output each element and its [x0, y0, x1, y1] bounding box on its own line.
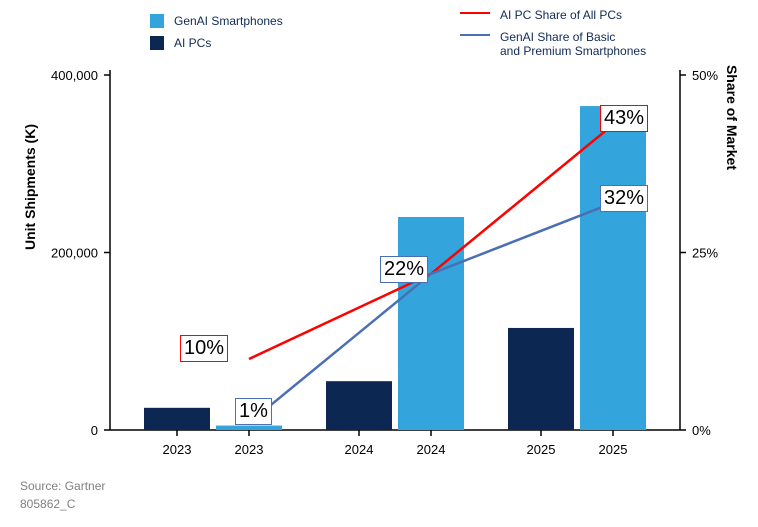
data-label: 32% [600, 185, 648, 212]
swatch-ai-pc-share [460, 12, 490, 14]
chart-stage: 0 200,000 400,000 0% 25% 50% 2023 2023 2024 2024 2… [0, 0, 758, 527]
svg-text:50%: 50% [692, 68, 718, 83]
swatch-genai-smartphones [150, 14, 164, 28]
svg-text:2023: 2023 [163, 442, 192, 457]
legend-genai-smartphones: GenAI Smartphones [150, 14, 283, 28]
svg-text:2024: 2024 [345, 442, 374, 457]
svg-text:2024: 2024 [417, 442, 446, 457]
data-label: 10% [180, 335, 228, 362]
y-axis-right-title: Share of Market [724, 65, 740, 170]
y-axis-left-title: Unit Shipments (K) [22, 124, 38, 250]
swatch-ai-pcs [150, 36, 164, 50]
chart-svg: 0 200,000 400,000 0% 25% 50% 2023 2023 2024 2024 2… [0, 0, 758, 527]
svg-text:2025: 2025 [527, 442, 556, 457]
svg-text:400,000: 400,000 [51, 68, 98, 83]
svg-text:200,000: 200,000 [51, 246, 98, 261]
legend-label: GenAI Smartphones [174, 14, 283, 28]
source-id: 805862_C [20, 497, 75, 511]
data-label: 22% [380, 256, 428, 283]
legend-label: AI PC Share of All PCs [500, 8, 622, 22]
svg-text:0: 0 [91, 423, 98, 438]
data-label: 43% [600, 105, 648, 132]
legend-label: GenAI Share of Basicand Premium Smartpho… [500, 30, 646, 59]
data-label: 1% [235, 398, 272, 425]
svg-text:2025: 2025 [599, 442, 628, 457]
source-text: Source: Gartner [20, 479, 105, 493]
swatch-genai-share [460, 34, 490, 36]
svg-text:25%: 25% [692, 246, 718, 261]
legend-ai-pc-share: AI PC Share of All PCs [460, 8, 622, 22]
svg-text:0%: 0% [692, 423, 711, 438]
legend-genai-share: GenAI Share of Basicand Premium Smartpho… [460, 30, 646, 59]
legend-label: AI PCs [174, 36, 211, 50]
svg-text:2023: 2023 [235, 442, 264, 457]
legend-ai-pcs: AI PCs [150, 36, 211, 50]
